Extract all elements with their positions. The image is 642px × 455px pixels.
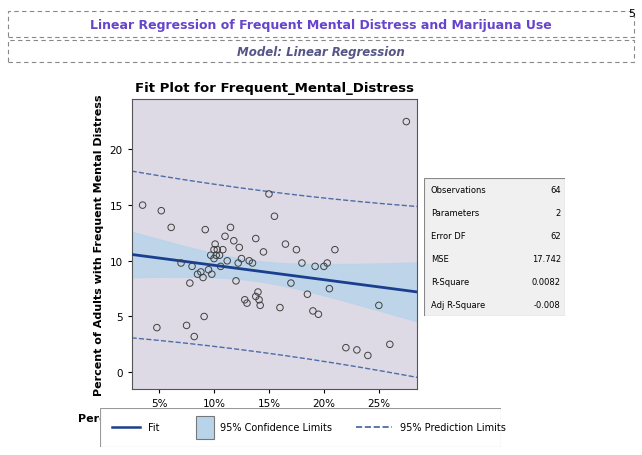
Point (244, 258, 254, 265)
Point (193, 271, 203, 278)
Point (216, 263, 226, 270)
Point (242, 300, 252, 307)
Point (310, 263, 320, 270)
Point (210, 241, 220, 248)
Point (286, 280, 296, 287)
Point (233, 260, 243, 267)
Text: Model: Linear Regression: Model: Linear Regression (237, 46, 405, 58)
Text: MSE: MSE (431, 254, 449, 263)
Point (229, 238, 239, 245)
Point (196, 269, 206, 276)
Point (291, 247, 302, 254)
Point (222, 258, 232, 265)
Text: 17.742: 17.742 (532, 254, 560, 263)
Text: Linear Regression of Frequent Mental Distress and Marijuana Use: Linear Regression of Frequent Mental Dis… (90, 19, 552, 31)
Point (324, 285, 334, 293)
Point (209, 247, 219, 254)
Point (255, 302, 265, 309)
X-axis label: Percent of People Who Used Marijuana 1+ Days out of 30 Days: Percent of People Who Used Marijuana 1+ … (78, 414, 471, 424)
Title: Fit Plot for Frequent_Mental_Distress: Fit Plot for Frequent_Mental_Distress (135, 82, 414, 95)
Point (236, 255, 247, 263)
Point (247, 260, 257, 267)
Text: Fit: Fit (148, 423, 159, 432)
Point (166, 224, 177, 232)
Point (209, 255, 219, 263)
Point (212, 247, 223, 254)
Text: Error DF: Error DF (431, 232, 465, 240)
Text: 95% Prediction Limits: 95% Prediction Limits (401, 423, 507, 432)
Point (207, 271, 217, 278)
Bar (196, 416, 214, 439)
Point (330, 247, 340, 254)
Point (152, 324, 162, 332)
Point (205, 252, 216, 259)
Point (204, 267, 214, 274)
Text: 95% Confidence Limits: 95% Confidence Limits (220, 423, 332, 432)
Point (250, 235, 261, 243)
Point (319, 263, 329, 270)
Bar (8, 12, 634, 38)
Point (264, 191, 274, 198)
Point (231, 278, 241, 285)
Point (137, 202, 148, 209)
Point (189, 333, 200, 340)
Point (185, 280, 195, 287)
Point (363, 352, 373, 359)
Point (200, 227, 211, 234)
Point (322, 260, 333, 267)
Point (254, 297, 265, 304)
Point (218, 247, 228, 254)
Text: 5: 5 (628, 9, 635, 19)
Point (220, 233, 230, 240)
Point (234, 244, 245, 252)
Text: Adj R-Square: Adj R-Square (431, 301, 485, 310)
Text: 64: 64 (550, 185, 560, 194)
Point (374, 302, 384, 309)
Point (211, 252, 221, 259)
Point (187, 263, 197, 270)
Point (225, 224, 236, 232)
Point (198, 274, 208, 282)
Y-axis label: Percent of Adults with Frequent Mental Distress: Percent of Adults with Frequent Mental D… (94, 94, 104, 395)
Point (302, 291, 313, 298)
Text: 0.0082: 0.0082 (532, 278, 560, 287)
Text: Parameters: Parameters (431, 208, 479, 217)
Text: R-Square: R-Square (431, 278, 469, 287)
Point (281, 241, 291, 248)
Point (199, 313, 209, 320)
Point (270, 213, 280, 220)
Bar (8, 41, 634, 63)
Point (385, 341, 395, 348)
Text: Observations: Observations (431, 185, 487, 194)
Point (250, 293, 261, 300)
Point (352, 347, 362, 354)
Point (239, 297, 250, 304)
Point (275, 304, 285, 312)
Point (313, 311, 324, 318)
Point (401, 119, 412, 126)
Point (182, 322, 192, 329)
Point (156, 207, 166, 215)
Text: 62: 62 (550, 232, 560, 240)
Point (176, 260, 186, 267)
Point (308, 308, 318, 315)
Point (253, 289, 263, 296)
Point (258, 249, 268, 256)
Point (214, 252, 225, 259)
Point (341, 344, 351, 352)
Text: -0.008: -0.008 (534, 301, 560, 310)
Point (297, 260, 307, 267)
Text: 2: 2 (555, 208, 560, 217)
